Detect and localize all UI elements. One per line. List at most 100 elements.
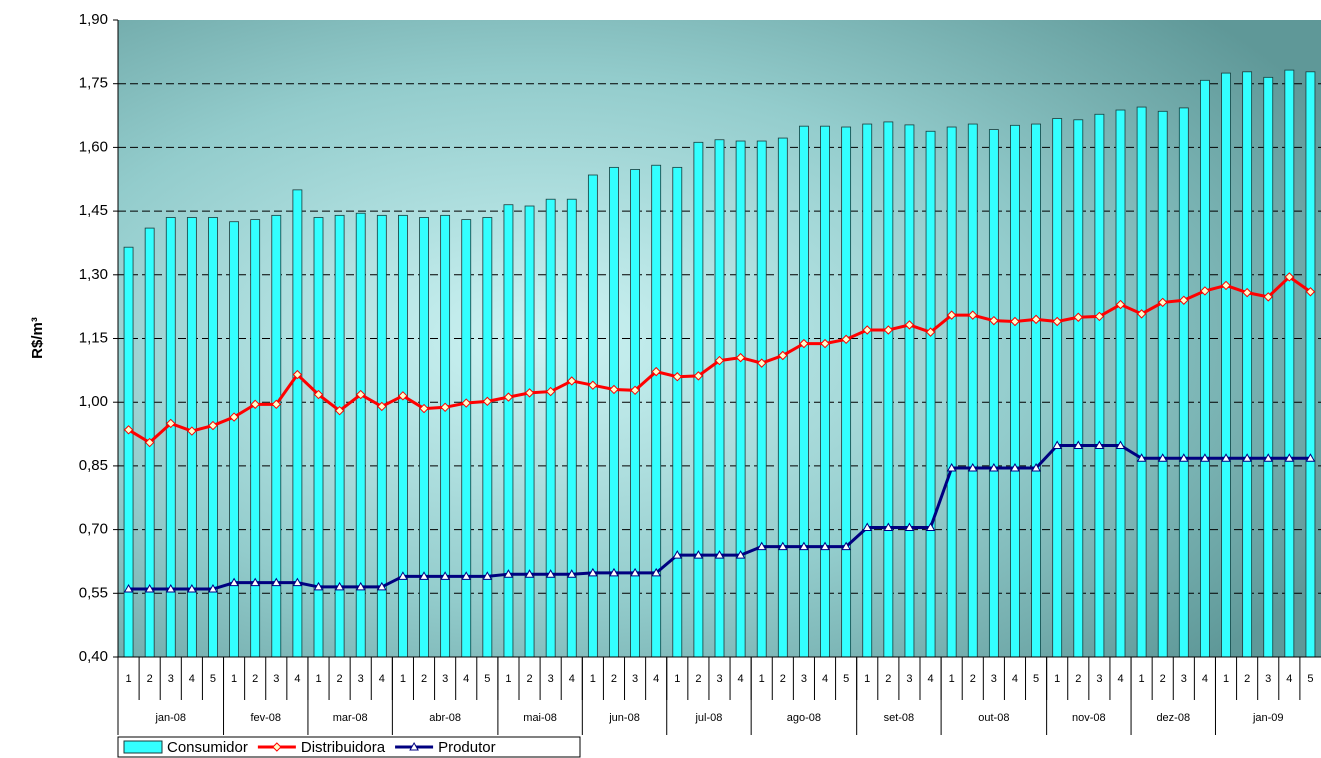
marker: [799, 541, 809, 551]
marker: [904, 522, 915, 531]
marker: [820, 541, 830, 551]
marker: [355, 581, 366, 591]
marker: [461, 571, 472, 580]
bar: [672, 166, 683, 658]
x-tick-label: 1: [1054, 673, 1060, 685]
marker: [967, 463, 978, 472]
marker: [989, 315, 999, 326]
x-tick-label: 2: [147, 673, 153, 685]
marker: [693, 550, 704, 559]
bar: [566, 198, 577, 658]
marker: [1157, 453, 1168, 462]
marker: [292, 577, 303, 587]
bar: [735, 140, 746, 658]
y-tick-label: 0,55: [79, 584, 108, 601]
marker: [841, 541, 851, 551]
group-label: mai-08: [523, 712, 557, 724]
bar: [271, 214, 282, 658]
marker: [1242, 287, 1252, 298]
bar: [630, 169, 640, 658]
marker: [1052, 316, 1062, 327]
bar: [419, 217, 429, 658]
y-tick-label: 1,30: [79, 266, 108, 283]
marker: [250, 577, 261, 587]
x-tick-label: 1: [949, 673, 955, 685]
group-label: jan-09: [1252, 712, 1284, 724]
bar: [967, 123, 978, 658]
x-tick-label: 4: [1012, 673, 1018, 685]
marker: [1115, 440, 1126, 450]
marker: [356, 389, 366, 400]
x-tick-label: 3: [906, 673, 912, 685]
x-tick-label: 4: [1286, 673, 1292, 685]
marker: [862, 325, 872, 335]
bar: [1284, 69, 1295, 658]
bar: [587, 174, 598, 658]
marker: [1221, 280, 1231, 291]
bar: [123, 246, 134, 658]
marker: [714, 355, 725, 366]
marker: [1010, 463, 1020, 472]
bar: [1115, 109, 1126, 658]
x-tick-label: 1: [590, 673, 596, 685]
group-label: ago-08: [787, 712, 821, 724]
marker: [1136, 453, 1147, 462]
marker: [925, 522, 936, 531]
marker: [946, 310, 957, 320]
marker: [524, 388, 535, 398]
x-tick-label: 3: [991, 673, 997, 685]
bar: [1178, 107, 1189, 658]
x-tick-label: 1: [759, 673, 765, 685]
bar: [820, 125, 830, 658]
x-tick-label: 1: [864, 673, 870, 685]
x-tick-label: 1: [674, 673, 680, 685]
x-tick-label: 3: [442, 673, 448, 685]
marker: [777, 541, 788, 551]
marker: [419, 403, 429, 414]
bar: [545, 198, 556, 658]
marker: [377, 401, 387, 412]
bar: [440, 214, 451, 658]
bar: [1263, 76, 1274, 658]
x-tick-label: 3: [1181, 673, 1187, 685]
x-tick-label: 3: [273, 673, 279, 685]
bar: [1221, 72, 1231, 658]
marker: [1073, 312, 1083, 322]
bar: [609, 166, 619, 658]
marker: [778, 350, 788, 361]
marker: [989, 463, 999, 472]
x-tick-label: 2: [780, 673, 786, 685]
marker: [820, 338, 830, 349]
marker: [862, 522, 873, 531]
x-tick-label: 1: [125, 673, 131, 685]
x-tick-label: 4: [569, 673, 575, 685]
x-tick-label: 1: [1223, 673, 1229, 685]
y-tick-label: 1,15: [79, 329, 108, 346]
marker: [1221, 453, 1231, 462]
marker: [1305, 453, 1316, 462]
marker: [419, 571, 429, 580]
bar: [693, 141, 704, 658]
x-tick-label: 5: [1307, 673, 1313, 685]
x-tick-label: 2: [1075, 673, 1081, 685]
bar: [841, 126, 852, 658]
legend-box: [117, 736, 581, 758]
marker: [123, 425, 134, 435]
bar: [777, 137, 788, 658]
y-tick-label: 0,40: [79, 648, 108, 665]
bar: [714, 139, 725, 658]
bar: [925, 130, 936, 658]
marker: [609, 567, 619, 577]
marker: [757, 358, 767, 368]
marker: [1263, 292, 1273, 302]
marker: [1178, 453, 1189, 462]
group-label: fev-08: [250, 712, 281, 724]
marker: [714, 550, 725, 559]
group-label: jan-08: [154, 712, 186, 724]
marker: [1031, 463, 1041, 472]
x-tick-label: 2: [885, 673, 891, 685]
marker: [1073, 440, 1084, 450]
marker: [588, 380, 598, 390]
x-tick-label: 4: [294, 673, 300, 685]
marker: [524, 569, 535, 578]
